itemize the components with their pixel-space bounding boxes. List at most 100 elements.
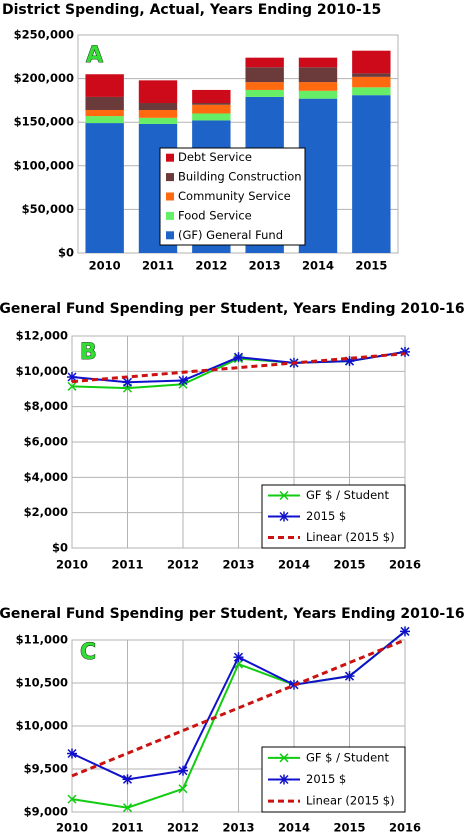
point-marker: [67, 794, 77, 804]
chart-title: General Fund Spending per Student, Years…: [0, 301, 464, 317]
bar-segment: [298, 90, 338, 99]
bar-segment: [352, 50, 391, 74]
legend-swatch: [166, 153, 174, 162]
y-tick-label: $250,000: [14, 28, 74, 42]
point-marker: [178, 765, 188, 776]
point-marker: [122, 803, 133, 813]
legend-marker: [279, 774, 289, 785]
point-marker: [178, 375, 188, 386]
bar-segment: [298, 82, 338, 91]
y-tick-label: $100,000: [14, 158, 74, 172]
x-tick-label: 2011: [142, 259, 174, 273]
legend-label: 2015 $: [306, 772, 346, 786]
legend-box: [159, 147, 306, 246]
y-tick-label: $9,000: [24, 805, 68, 819]
y-tick-label: $0: [52, 541, 68, 555]
chart-title: District Spending, Actual, Years Ending …: [2, 2, 381, 18]
bar-segment: [192, 113, 231, 121]
bar-segment: [192, 89, 231, 104]
y-tick-label: $10,000: [16, 364, 68, 378]
bar-segment: [352, 95, 391, 253]
y-tick-label: $2,000: [24, 505, 68, 519]
legend-swatch: [166, 211, 174, 220]
legend-label: Debt Service: [178, 150, 252, 164]
bar-segment: [85, 109, 124, 117]
annotation: A: [86, 43, 103, 68]
annotation: C: [80, 640, 96, 665]
x-tick-label: 2016: [389, 821, 421, 835]
legend-label: 2015 $: [306, 509, 346, 523]
x-tick-label: 2011: [111, 558, 143, 572]
point-marker: [233, 352, 244, 363]
x-tick-label: 2012: [195, 259, 227, 273]
legend-marker-stroke: [279, 490, 289, 501]
legend-marker-stroke: [279, 753, 289, 763]
legend-label: Linear (2015 $): [306, 530, 395, 544]
annotation: B: [80, 340, 97, 365]
x-tick-label: 2010: [89, 259, 121, 273]
point-marker: [122, 377, 133, 388]
legend-marker: [279, 753, 289, 763]
bar-segment: [192, 104, 231, 114]
x-tick-label: 2014: [278, 821, 310, 835]
legend-swatch: [166, 192, 174, 201]
y-tick-label: $50,000: [22, 202, 74, 216]
point-marker: [344, 671, 355, 682]
point-marker: [67, 381, 77, 391]
x-tick-label: 2012: [167, 821, 199, 835]
legend-swatch: [166, 231, 174, 240]
bar-segment: [85, 74, 124, 97]
legend-label: Food Service: [178, 208, 252, 222]
x-tick-label: 2015: [355, 259, 387, 273]
point-marker: [122, 774, 133, 785]
legend-swatch: [166, 173, 174, 182]
point-marker: [233, 652, 244, 663]
x-tick-label: 2016: [389, 558, 421, 572]
y-tick-label: $8,000: [24, 399, 68, 413]
legend-label: GF $ / Student: [306, 750, 389, 764]
legend-marker: [279, 511, 289, 522]
series-line: [71, 352, 406, 384]
y-tick-label: $200,000: [14, 71, 74, 85]
bar-segment: [245, 67, 284, 83]
bar-segment: [85, 123, 124, 254]
bar-segment: [298, 57, 338, 68]
legend-label: Building Construction: [178, 170, 302, 184]
legend-label: Community Service: [178, 189, 291, 203]
x-tick-label: 2013: [249, 259, 281, 273]
point-marker-stroke: [178, 784, 188, 794]
legend-marker: [279, 490, 289, 501]
bar-segment: [352, 87, 391, 96]
bar-segment: [245, 89, 284, 97]
bar-segment: [352, 76, 391, 88]
y-tick-label: $10,500: [16, 676, 68, 690]
bar-segment: [85, 96, 124, 110]
x-tick-label: 2015: [333, 821, 365, 835]
x-tick-label: 2013: [222, 558, 254, 572]
point-marker-stroke: [122, 803, 133, 813]
x-tick-label: 2013: [222, 821, 254, 835]
bar-segment: [298, 67, 338, 83]
bar-segment: [245, 57, 284, 68]
x-tick-label: 2014: [302, 259, 334, 273]
x-tick-label: 2015: [333, 558, 365, 572]
point-marker-stroke: [67, 794, 77, 804]
y-tick-label: $6,000: [24, 435, 68, 449]
point-marker-stroke: [67, 381, 77, 391]
y-tick-label: $0: [58, 246, 74, 260]
bar-segment: [352, 73, 391, 77]
x-tick-label: 2012: [167, 558, 199, 572]
bar-segment: [138, 103, 178, 110]
legend-label: (GF) General Fund: [178, 228, 283, 242]
y-tick-label: $150,000: [14, 115, 74, 129]
bar-segment: [138, 80, 178, 104]
legend-label: Linear (2015 $): [306, 794, 395, 808]
bar-segment: [245, 82, 284, 90]
x-tick-label: 2011: [111, 821, 143, 835]
y-tick-label: $10,000: [16, 719, 68, 733]
point-marker: [400, 626, 410, 637]
bar-segment: [192, 103, 231, 105]
x-tick-label: 2010: [56, 558, 88, 572]
point-marker: [67, 748, 77, 759]
